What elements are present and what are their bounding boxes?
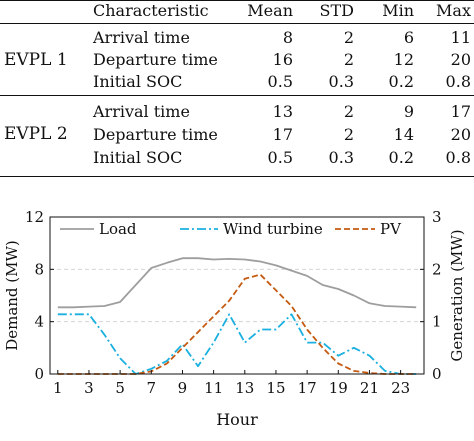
row-characteristic: Departure time bbox=[93, 125, 218, 144]
row-characteristic: Initial SOC bbox=[93, 148, 183, 167]
grid bbox=[50, 268, 424, 323]
group-label: EVPL 2 bbox=[4, 124, 68, 144]
series-lines bbox=[57, 257, 417, 375]
x-tick-label: 17 bbox=[298, 379, 317, 397]
row-std: 2 bbox=[343, 28, 354, 47]
row-min: 0.2 bbox=[388, 148, 414, 167]
table-bottom-rule bbox=[0, 176, 474, 177]
x-tick-label: 11 bbox=[204, 379, 223, 397]
series-line-load bbox=[57, 257, 417, 309]
x-tick-label: 7 bbox=[147, 379, 157, 397]
row-min: 6 bbox=[403, 28, 414, 47]
row-characteristic: Arrival time bbox=[93, 28, 190, 47]
row-max: 20 bbox=[450, 50, 471, 69]
header-mean: Mean bbox=[247, 1, 293, 20]
legend-box bbox=[52, 218, 422, 240]
x-tick-label: 5 bbox=[115, 379, 125, 397]
row-characteristic: Departure time bbox=[93, 50, 218, 69]
y-tick-label-right: 1 bbox=[432, 313, 442, 331]
legend: Load Wind turbine PV bbox=[52, 218, 422, 240]
x-tick-label: 9 bbox=[178, 379, 188, 397]
row-std: 2 bbox=[343, 125, 354, 144]
header-max: Max bbox=[436, 1, 471, 20]
y-tick-label-left: 4 bbox=[34, 313, 44, 331]
header-std: STD bbox=[319, 1, 354, 20]
row-mean: 17 bbox=[272, 125, 293, 144]
row-max: 20 bbox=[450, 125, 471, 144]
row-max: 0.8 bbox=[445, 72, 471, 91]
row-max: 0.8 bbox=[445, 148, 471, 167]
x-tick-label: 1 bbox=[53, 379, 63, 397]
row-characteristic: Initial SOC bbox=[93, 72, 183, 91]
y-tick-label-left: 12 bbox=[25, 208, 44, 226]
header-rule bbox=[0, 23, 474, 24]
plot-frame bbox=[49, 216, 425, 375]
legend-label-wind: Wind turbine bbox=[223, 220, 323, 238]
header-characteristic: Characteristic bbox=[93, 1, 209, 20]
row-mean: 0.5 bbox=[267, 148, 293, 167]
row-max: 17 bbox=[450, 102, 471, 121]
row-std: 0.3 bbox=[328, 148, 354, 167]
x-axis-label: Hour bbox=[216, 410, 258, 429]
y-axis-label-right: Generation (MW) bbox=[448, 229, 466, 361]
row-mean: 16 bbox=[272, 50, 293, 69]
header-min: Min bbox=[382, 1, 414, 20]
row-min: 9 bbox=[403, 102, 414, 121]
row-min: 12 bbox=[393, 50, 414, 69]
group-label: EVPL 1 bbox=[4, 50, 68, 70]
x-tick-label: 13 bbox=[235, 379, 254, 397]
legend-label-pv: PV bbox=[380, 220, 402, 238]
row-min: 14 bbox=[393, 125, 414, 144]
series-line-pv bbox=[57, 273, 417, 375]
x-tick-label: 21 bbox=[360, 379, 379, 397]
group-rule bbox=[0, 95, 474, 96]
legend-label-load: Load bbox=[99, 220, 137, 238]
y-tick-label-right: 2 bbox=[432, 260, 442, 278]
y-tick-label-left: 8 bbox=[34, 260, 44, 278]
row-min: 0.2 bbox=[388, 72, 414, 91]
row-mean: 13 bbox=[272, 102, 293, 121]
x-tick-label: 19 bbox=[329, 379, 348, 397]
row-characteristic: Arrival time bbox=[93, 102, 190, 121]
x-tick-label: 23 bbox=[391, 379, 410, 397]
row-mean: 0.5 bbox=[267, 72, 293, 91]
series-line-wind-turbine bbox=[57, 313, 417, 375]
y-tick-label-left: 0 bbox=[34, 365, 44, 383]
y-tick-label-right: 3 bbox=[432, 208, 442, 226]
row-max: 11 bbox=[450, 28, 471, 47]
y-tick-label-right: 0 bbox=[432, 365, 442, 383]
row-std: 2 bbox=[343, 50, 354, 69]
x-tick-label: 15 bbox=[266, 379, 285, 397]
table-top-rule bbox=[0, 0, 474, 1]
row-std: 0.3 bbox=[328, 72, 354, 91]
row-mean: 8 bbox=[282, 28, 293, 47]
row-std: 2 bbox=[343, 102, 354, 121]
x-tick-label: 3 bbox=[84, 379, 94, 397]
y-axis-label-left: Demand (MW) bbox=[3, 240, 21, 351]
demand-generation-chart: 1 3 5 7 9 11 13 15 17 19 21 23 0 4 8 12 0 1 2 3 Demand (MW)… bbox=[0, 204, 474, 441]
